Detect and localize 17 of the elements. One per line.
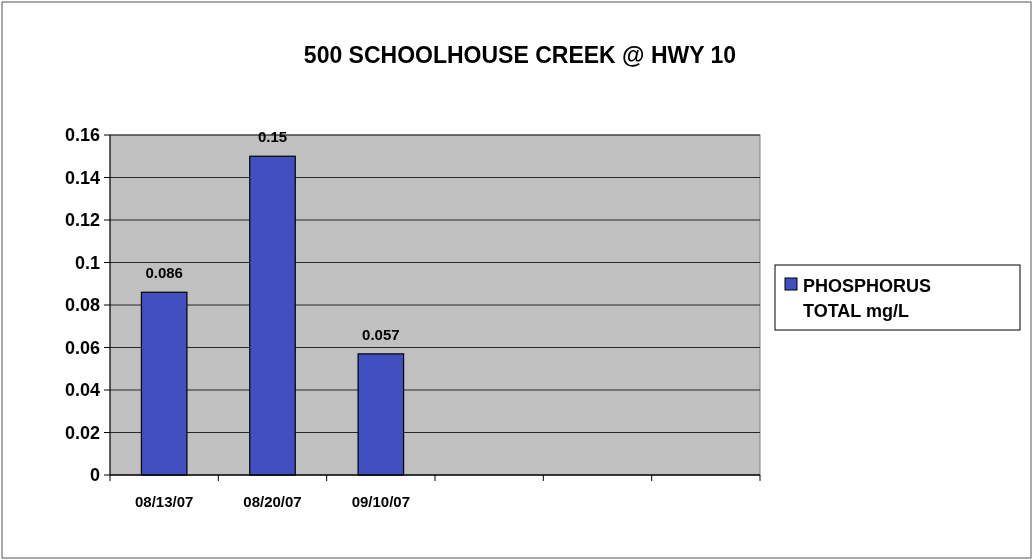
x-tick-label: 08/13/07 xyxy=(134,493,194,510)
data-label: 0.15 xyxy=(257,128,288,146)
chart-title: 500 SCHOOLHOUSE CREEK @ HWY 10 xyxy=(303,42,737,68)
y-tick-label: 0 xyxy=(89,465,100,485)
legend-label: PHOSPHORUS TOTAL mg/L xyxy=(803,276,932,321)
y-tick-label: 0.12 xyxy=(64,210,100,230)
y-tick-label: 0.06 xyxy=(64,337,100,358)
y-tick-label: 0.04 xyxy=(64,380,100,400)
y-tick-label: 0.08 xyxy=(64,295,100,315)
data-label: 0.057 xyxy=(362,325,400,343)
y-tick-label: 0.14 xyxy=(64,167,100,188)
y-tick-label: 0.1 xyxy=(74,252,100,273)
x-tick-label: 09/10/07 xyxy=(351,493,411,510)
x-tick-label: 08/20/07 xyxy=(243,493,302,510)
data-label: 0.086 xyxy=(145,264,183,282)
y-tick-label: 0.16 xyxy=(64,125,100,145)
y-tick-label: 0.02 xyxy=(64,422,100,443)
